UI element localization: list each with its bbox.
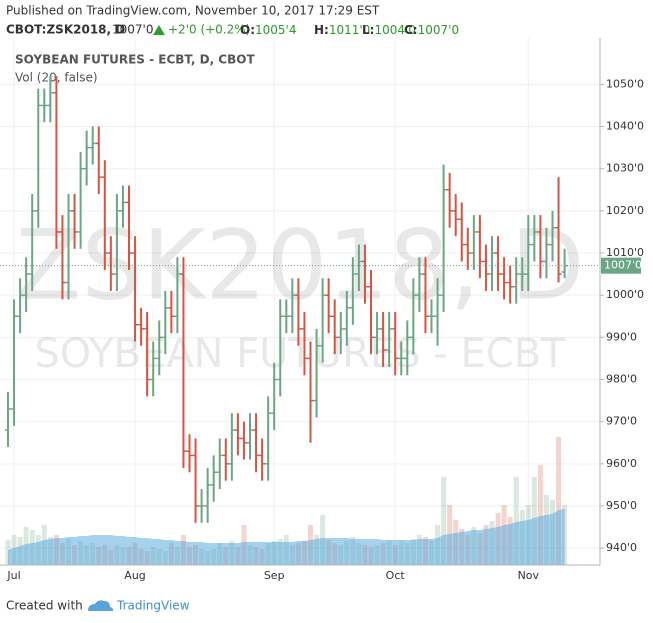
price-label: 1007'0	[604, 259, 642, 272]
ohlc-field: H:1011'0	[314, 23, 370, 37]
chart-title: SOYBEAN FUTURES - ECBT, D, CBOT	[15, 53, 255, 67]
brand: TradingView	[116, 599, 190, 613]
change: +2'0 (+0.2%)	[168, 23, 250, 37]
ohlc-value: 1007'0	[418, 23, 459, 37]
published: Published on TradingView.com, November 1…	[6, 4, 380, 18]
watermark-sub: SOYBEAN FUTURES - ECBT	[34, 331, 566, 377]
x-tick-label: Oct	[386, 569, 406, 582]
ohlc-label: L:	[362, 23, 374, 37]
y-tick-label: 1030'0	[606, 162, 644, 175]
ohlc-value: 1004'0	[374, 23, 415, 37]
ohlc-value: 1011'0	[329, 23, 370, 37]
ohlc-label: O:	[240, 23, 255, 37]
ohlc-header: O:1005'4 H:1011'0L:1004'0C:1007'0	[240, 23, 459, 37]
x-tick-label: Sep	[264, 569, 285, 582]
y-tick-label: 1020'0	[606, 204, 644, 217]
y-tick-label: 970'0	[606, 415, 637, 428]
ohlc-field: C:1007'0	[404, 23, 459, 37]
y-tick-label: 1040'0	[606, 120, 644, 133]
plot: 940'0 950'0 960'0 970'0 980'0 990'0 1000'0 1010…	[0, 38, 644, 582]
footer-text: Created with	[6, 599, 83, 613]
y-tick-label: 950'0	[606, 499, 637, 512]
volume-bar	[556, 437, 562, 565]
price-label-box	[601, 257, 641, 274]
y-tick-label: 1010'0	[606, 246, 644, 259]
y-tick-label: 1000'0	[606, 288, 644, 301]
volume-bar	[513, 477, 519, 565]
ohlc-field: O:1005'4	[240, 23, 296, 37]
ohlc-label: C:	[404, 23, 418, 37]
up-icon	[153, 25, 165, 35]
x-tick-label: Aug	[124, 569, 145, 582]
x-tick-label: Jul	[6, 569, 20, 582]
x-tick-label: Nov	[518, 569, 540, 582]
y-tick-label: 960'0	[606, 457, 637, 470]
symbol: CBOT:ZSK2018, D	[6, 23, 125, 37]
logo	[88, 600, 114, 611]
ohlc-value: 1005'4	[255, 23, 296, 37]
y-tick-label: 1050'0	[606, 77, 644, 90]
ohlc-field: L:1004'0	[362, 23, 416, 37]
volume-bar	[537, 465, 543, 565]
y-tick-label: 980'0	[606, 372, 637, 385]
y-tick-label: 940'0	[606, 541, 637, 554]
volume-bar	[441, 477, 447, 565]
volume-ma	[8, 509, 565, 565]
ohlc-label: H:	[314, 23, 329, 37]
y-tick-label: 990'0	[606, 330, 637, 343]
last-price: 1007'0	[112, 23, 153, 37]
